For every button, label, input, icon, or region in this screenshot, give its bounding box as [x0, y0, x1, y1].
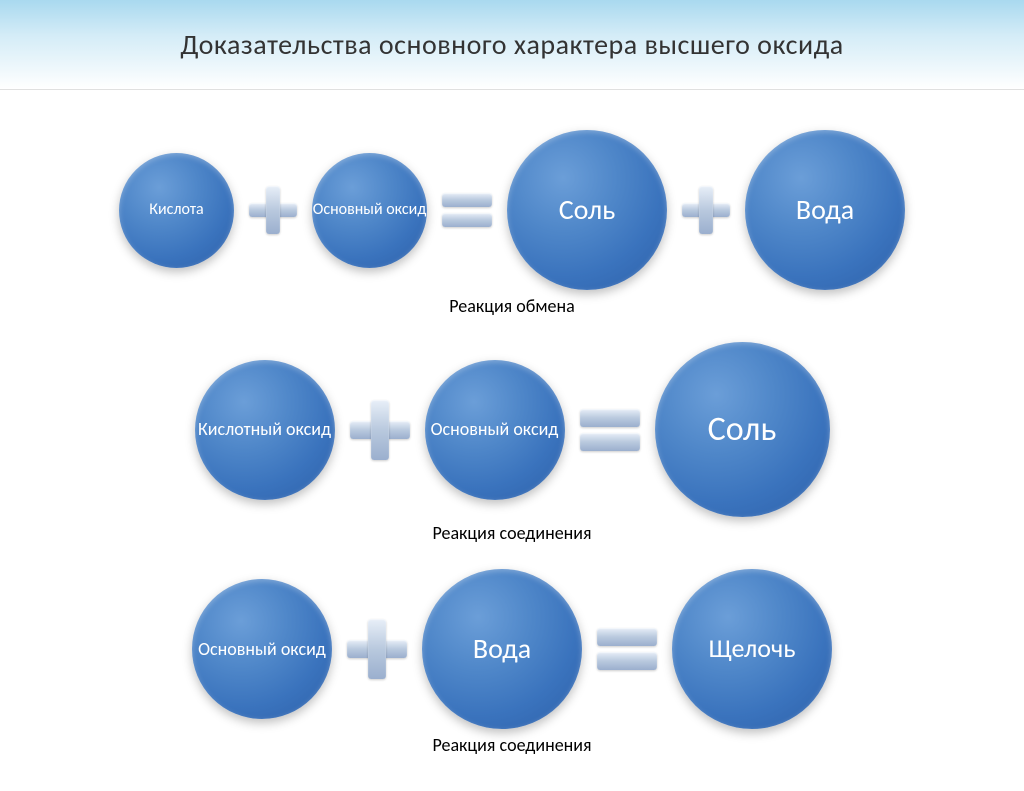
node-acid: Кислота — [119, 153, 234, 268]
node-water: Вода — [745, 130, 905, 290]
caption-row-1: Реакция обмена — [40, 295, 984, 317]
node-basic-oxide: Основный оксид — [192, 579, 332, 719]
node-basic-oxide: Основный оксид — [312, 153, 427, 268]
equation-row-2: Кислотный оксид Основный оксид Соль — [40, 342, 984, 517]
node-alkali: Щелочь — [672, 569, 832, 729]
header-banner: Доказательства основного характера высше… — [0, 0, 1024, 90]
diagram-content: Кислота Основный оксид Соль Вода Реакция… — [0, 90, 1024, 791]
page-title: Доказательства основного характера высше… — [180, 27, 843, 62]
node-basic-oxide: Основный оксид — [425, 360, 565, 500]
equals-icon — [580, 409, 640, 451]
caption-row-3: Реакция соединения — [40, 734, 984, 756]
node-acidic-oxide: Кислотный оксид — [195, 360, 335, 500]
equation-row-3: Основный оксид Вода Щелочь — [40, 569, 984, 729]
node-salt: Соль — [655, 342, 830, 517]
plus-icon — [249, 186, 297, 234]
node-salt: Соль — [507, 130, 667, 290]
node-water: Вода — [422, 569, 582, 729]
plus-icon — [350, 400, 410, 460]
equals-icon — [597, 628, 657, 670]
plus-icon — [682, 186, 730, 234]
plus-icon — [347, 619, 407, 679]
equals-icon — [442, 193, 492, 227]
equation-row-1: Кислота Основный оксид Соль Вода — [40, 130, 984, 290]
caption-row-2: Реакция соединения — [40, 522, 984, 544]
